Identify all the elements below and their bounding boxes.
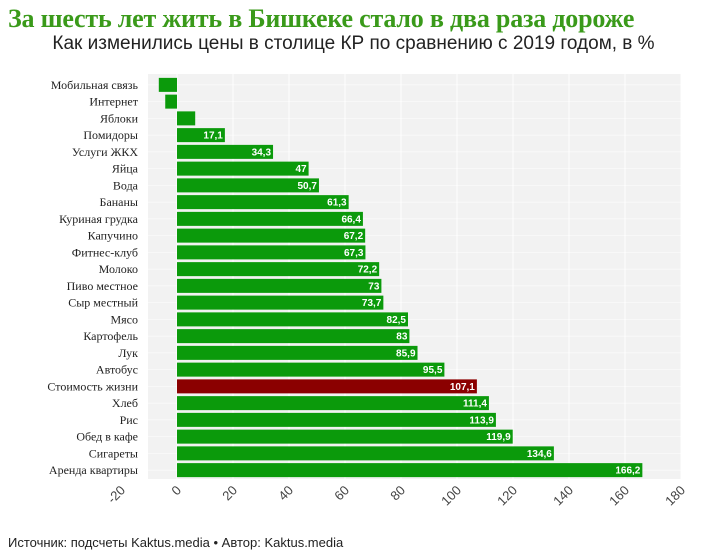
x-tick-label: -20 — [104, 483, 128, 507]
value-label: 66,4 — [341, 214, 361, 225]
x-tick-label: 120 — [494, 483, 520, 509]
bar — [177, 111, 196, 126]
x-tick-label: 20 — [219, 483, 240, 504]
chart-title: За шесть лет жить в Бишкеке стало в два … — [8, 4, 635, 33]
value-label: 72,2 — [358, 265, 378, 276]
bar — [177, 312, 408, 327]
bar — [177, 278, 382, 293]
category-label: Молоко — [99, 262, 138, 276]
bar — [177, 178, 319, 193]
category-label: Куриная грудка — [59, 212, 139, 226]
plot-background — [148, 74, 681, 479]
value-label: 107,1 — [450, 382, 475, 393]
category-label: Интернет — [89, 95, 138, 109]
bar — [177, 345, 418, 360]
bar — [158, 77, 177, 92]
bar — [177, 412, 496, 427]
category-label: Сигареты — [89, 446, 138, 460]
value-label: 67,2 — [344, 231, 364, 242]
bar — [177, 329, 410, 344]
value-label: 47 — [295, 164, 307, 175]
category-label: Услуги ЖКХ — [72, 145, 138, 159]
category-label: Бананы — [100, 195, 138, 209]
bar — [177, 362, 445, 377]
category-label: Мобильная связь — [51, 78, 139, 92]
value-label: 166,2 — [615, 466, 640, 477]
category-label: Сыр местный — [68, 296, 138, 310]
bar — [177, 144, 274, 159]
value-label: 111,4 — [463, 399, 487, 410]
value-label: 73 — [368, 281, 380, 292]
value-label: 113,9 — [469, 415, 494, 426]
bar — [177, 228, 366, 243]
value-label: 67,3 — [344, 248, 364, 259]
bar — [165, 94, 177, 109]
value-label: 85,9 — [396, 348, 416, 359]
category-label: Хлеб — [112, 396, 138, 410]
value-label: 50,7 — [297, 181, 317, 192]
value-label: 17,1 — [203, 131, 223, 142]
category-label: Капучино — [88, 229, 138, 243]
bar — [177, 295, 384, 310]
category-label: Мясо — [110, 312, 138, 326]
category-label: Картофель — [83, 329, 138, 343]
category-label: Яблоки — [100, 111, 139, 125]
category-label: Фитнес-клуб — [72, 245, 138, 259]
bar — [177, 429, 513, 444]
value-label: 95,5 — [423, 365, 443, 376]
bar — [177, 161, 309, 176]
bar — [177, 463, 643, 478]
bar — [177, 211, 363, 226]
bar — [177, 446, 554, 461]
value-label: 34,3 — [252, 147, 272, 158]
value-label: 119,9 — [486, 432, 511, 443]
value-label: 134,6 — [527, 449, 552, 460]
category-label: Вода — [113, 178, 139, 192]
value-label: 61,3 — [327, 198, 347, 209]
bar — [177, 245, 366, 260]
x-tick-label: 140 — [550, 483, 576, 509]
category-label: Помидоры — [83, 128, 138, 142]
bar — [177, 195, 349, 210]
bar — [177, 396, 489, 411]
x-tick-label: 180 — [662, 483, 688, 509]
category-label: Яйца — [112, 162, 139, 176]
chart-subtitle: Как изменились цены в столице КР по срав… — [52, 33, 655, 54]
bar — [177, 262, 380, 277]
source-footer: Источник: подсчеты Kaktus.media • Автор:… — [8, 535, 344, 550]
category-label: Аренда квартиры — [49, 463, 138, 477]
x-tick-label: 0 — [168, 483, 184, 499]
category-label: Рис — [120, 413, 138, 427]
value-label: 82,5 — [387, 315, 407, 326]
category-label: Лук — [118, 346, 138, 360]
x-tick-label: 60 — [331, 483, 352, 504]
category-label: Стоимость жизни — [47, 379, 138, 393]
x-tick-label: 100 — [438, 483, 464, 509]
value-label: 73,7 — [362, 298, 382, 309]
bar — [177, 128, 225, 143]
bar — [177, 379, 477, 394]
category-label: Обед в кафе — [76, 430, 138, 444]
x-tick-label: 40 — [275, 483, 296, 504]
value-label: 83 — [396, 332, 408, 343]
category-label: Пиво местное — [67, 279, 138, 293]
x-tick-label: 80 — [387, 483, 408, 504]
x-tick-label: 160 — [606, 483, 632, 509]
category-label: Автобус — [96, 363, 138, 377]
